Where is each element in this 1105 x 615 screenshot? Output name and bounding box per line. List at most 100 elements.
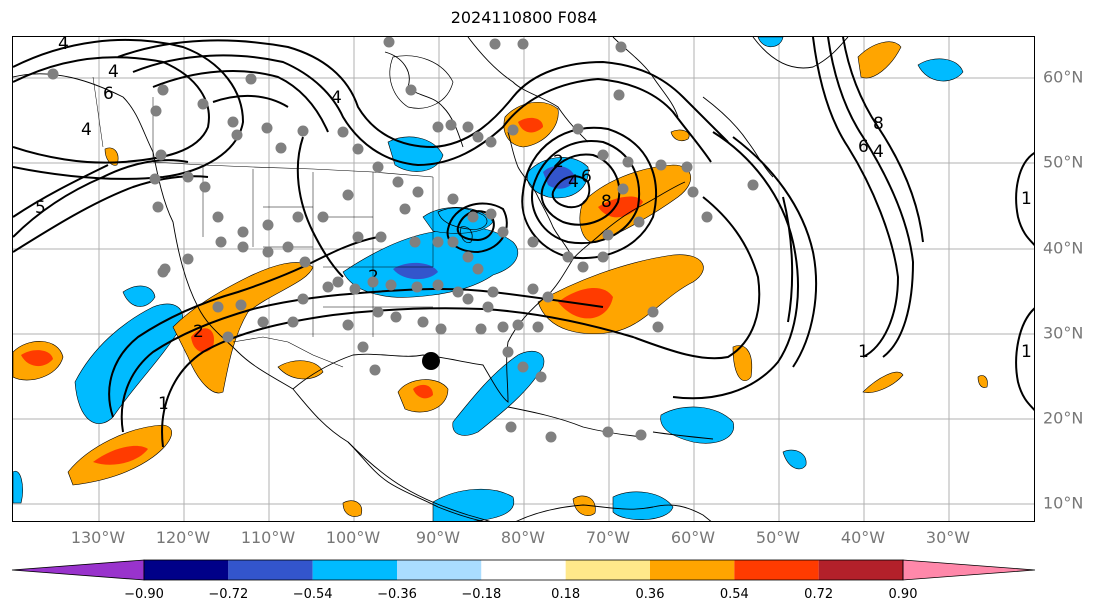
map-title: 2024110800 F084 [450, 8, 598, 27]
station-dot [409, 236, 421, 248]
neg-area-westedge [13, 470, 23, 504]
station-dot [517, 361, 529, 373]
station-dot [655, 159, 667, 171]
station-markers [47, 37, 759, 443]
station-dot [385, 279, 397, 291]
contour-label: 6 [581, 167, 592, 187]
contour-label: 2 [553, 152, 564, 172]
station-dot [231, 129, 243, 141]
station-dot [517, 38, 529, 50]
colorbar-tick-label: 0.36 [635, 587, 665, 602]
station-dot [375, 231, 387, 243]
station-dot [681, 161, 693, 173]
station-dot [447, 193, 459, 205]
station-dot [472, 131, 484, 143]
station-dot [445, 119, 457, 131]
station-dot [635, 429, 647, 441]
station-dot [615, 41, 627, 53]
station-dot [262, 246, 274, 258]
longitude-label: 80°W [500, 528, 546, 547]
station-dot [197, 98, 209, 110]
pos-area-gulf-core [413, 384, 433, 399]
station-dot [482, 301, 494, 313]
station-dot [150, 105, 162, 117]
station-dot [212, 211, 224, 223]
colorbar [11, 559, 1036, 581]
contour-label: 6 [858, 137, 869, 157]
station-dot [622, 156, 634, 168]
map-plot: 44645420246812164811 [13, 37, 1034, 521]
station-dot [462, 293, 474, 305]
station-dot [275, 142, 287, 154]
station-dot [237, 226, 249, 238]
colorbar-swatch [397, 560, 482, 580]
latitude-label: 30°N [1043, 323, 1084, 343]
contour-label-layer: 44645420246812164811 [35, 37, 1032, 414]
station-dot [467, 211, 479, 223]
station-dot [352, 231, 364, 243]
station-dot [432, 121, 444, 133]
station-dot [507, 124, 519, 136]
latitude-label: 40°N [1043, 238, 1084, 258]
station-dot [435, 323, 447, 335]
latitude-label: 60°N [1043, 67, 1084, 87]
station-dot [617, 183, 629, 195]
longitude-label: 40°W [840, 528, 886, 547]
station-dot [152, 201, 164, 213]
station-dot [497, 321, 509, 333]
pos-area-texas [277, 360, 324, 380]
station-dot [47, 68, 59, 80]
station-dot [261, 122, 273, 134]
station-dot [542, 291, 554, 303]
station-dot [282, 241, 294, 253]
neg-area-centam [432, 488, 515, 521]
station-dot [652, 321, 664, 333]
colorbar-swatch [818, 560, 903, 580]
pos-area-labrador-core [518, 117, 543, 133]
station-dot [292, 211, 304, 223]
pos-area-atlantic [537, 254, 704, 334]
station-dot [149, 173, 161, 185]
station-dot [577, 261, 589, 273]
station-dot [317, 211, 329, 223]
station-dot [462, 251, 474, 263]
latitude-label: 20°N [1043, 408, 1084, 428]
colorbar-arrow-high [902, 559, 1036, 581]
contour-label: 2 [193, 322, 204, 342]
station-dot [299, 256, 311, 268]
colorbar-tick-label: −0.72 [208, 587, 249, 602]
station-dot [597, 251, 609, 263]
contour-label: 8 [601, 192, 612, 212]
station-dot [602, 426, 614, 438]
colorbar-tick-label: 0.54 [719, 587, 749, 602]
station-dot [545, 431, 557, 443]
contour-label: 1 [858, 342, 869, 362]
longitude-label: 130°W [70, 528, 126, 547]
colorbar-swatch [312, 560, 397, 580]
station-dot [182, 253, 194, 265]
station-dot [337, 126, 349, 138]
station-dot [383, 37, 395, 48]
station-dot [342, 319, 354, 331]
pos-area-baja-core [191, 328, 214, 353]
station-dot [447, 236, 459, 248]
station-dot [212, 301, 224, 313]
contours [13, 37, 1034, 448]
station-dot [485, 208, 497, 220]
station-dot [349, 283, 361, 295]
station-dot [372, 161, 384, 173]
contour-label: 4 [58, 37, 69, 54]
pos-area-maritimes-core [598, 196, 643, 218]
station-dot [262, 219, 274, 231]
latitude-label: 10°N [1043, 493, 1084, 513]
station-dot [452, 286, 464, 298]
station-dot [633, 216, 645, 228]
colorbar-swatch [481, 560, 566, 580]
station-dot [199, 181, 211, 193]
station-dot [399, 203, 411, 215]
station-dot [512, 319, 524, 331]
station-dot [502, 346, 514, 358]
contour-label: 5 [35, 198, 46, 218]
pos-area-atlantic-core [558, 287, 613, 319]
longitude-label: 100°W [325, 528, 381, 547]
